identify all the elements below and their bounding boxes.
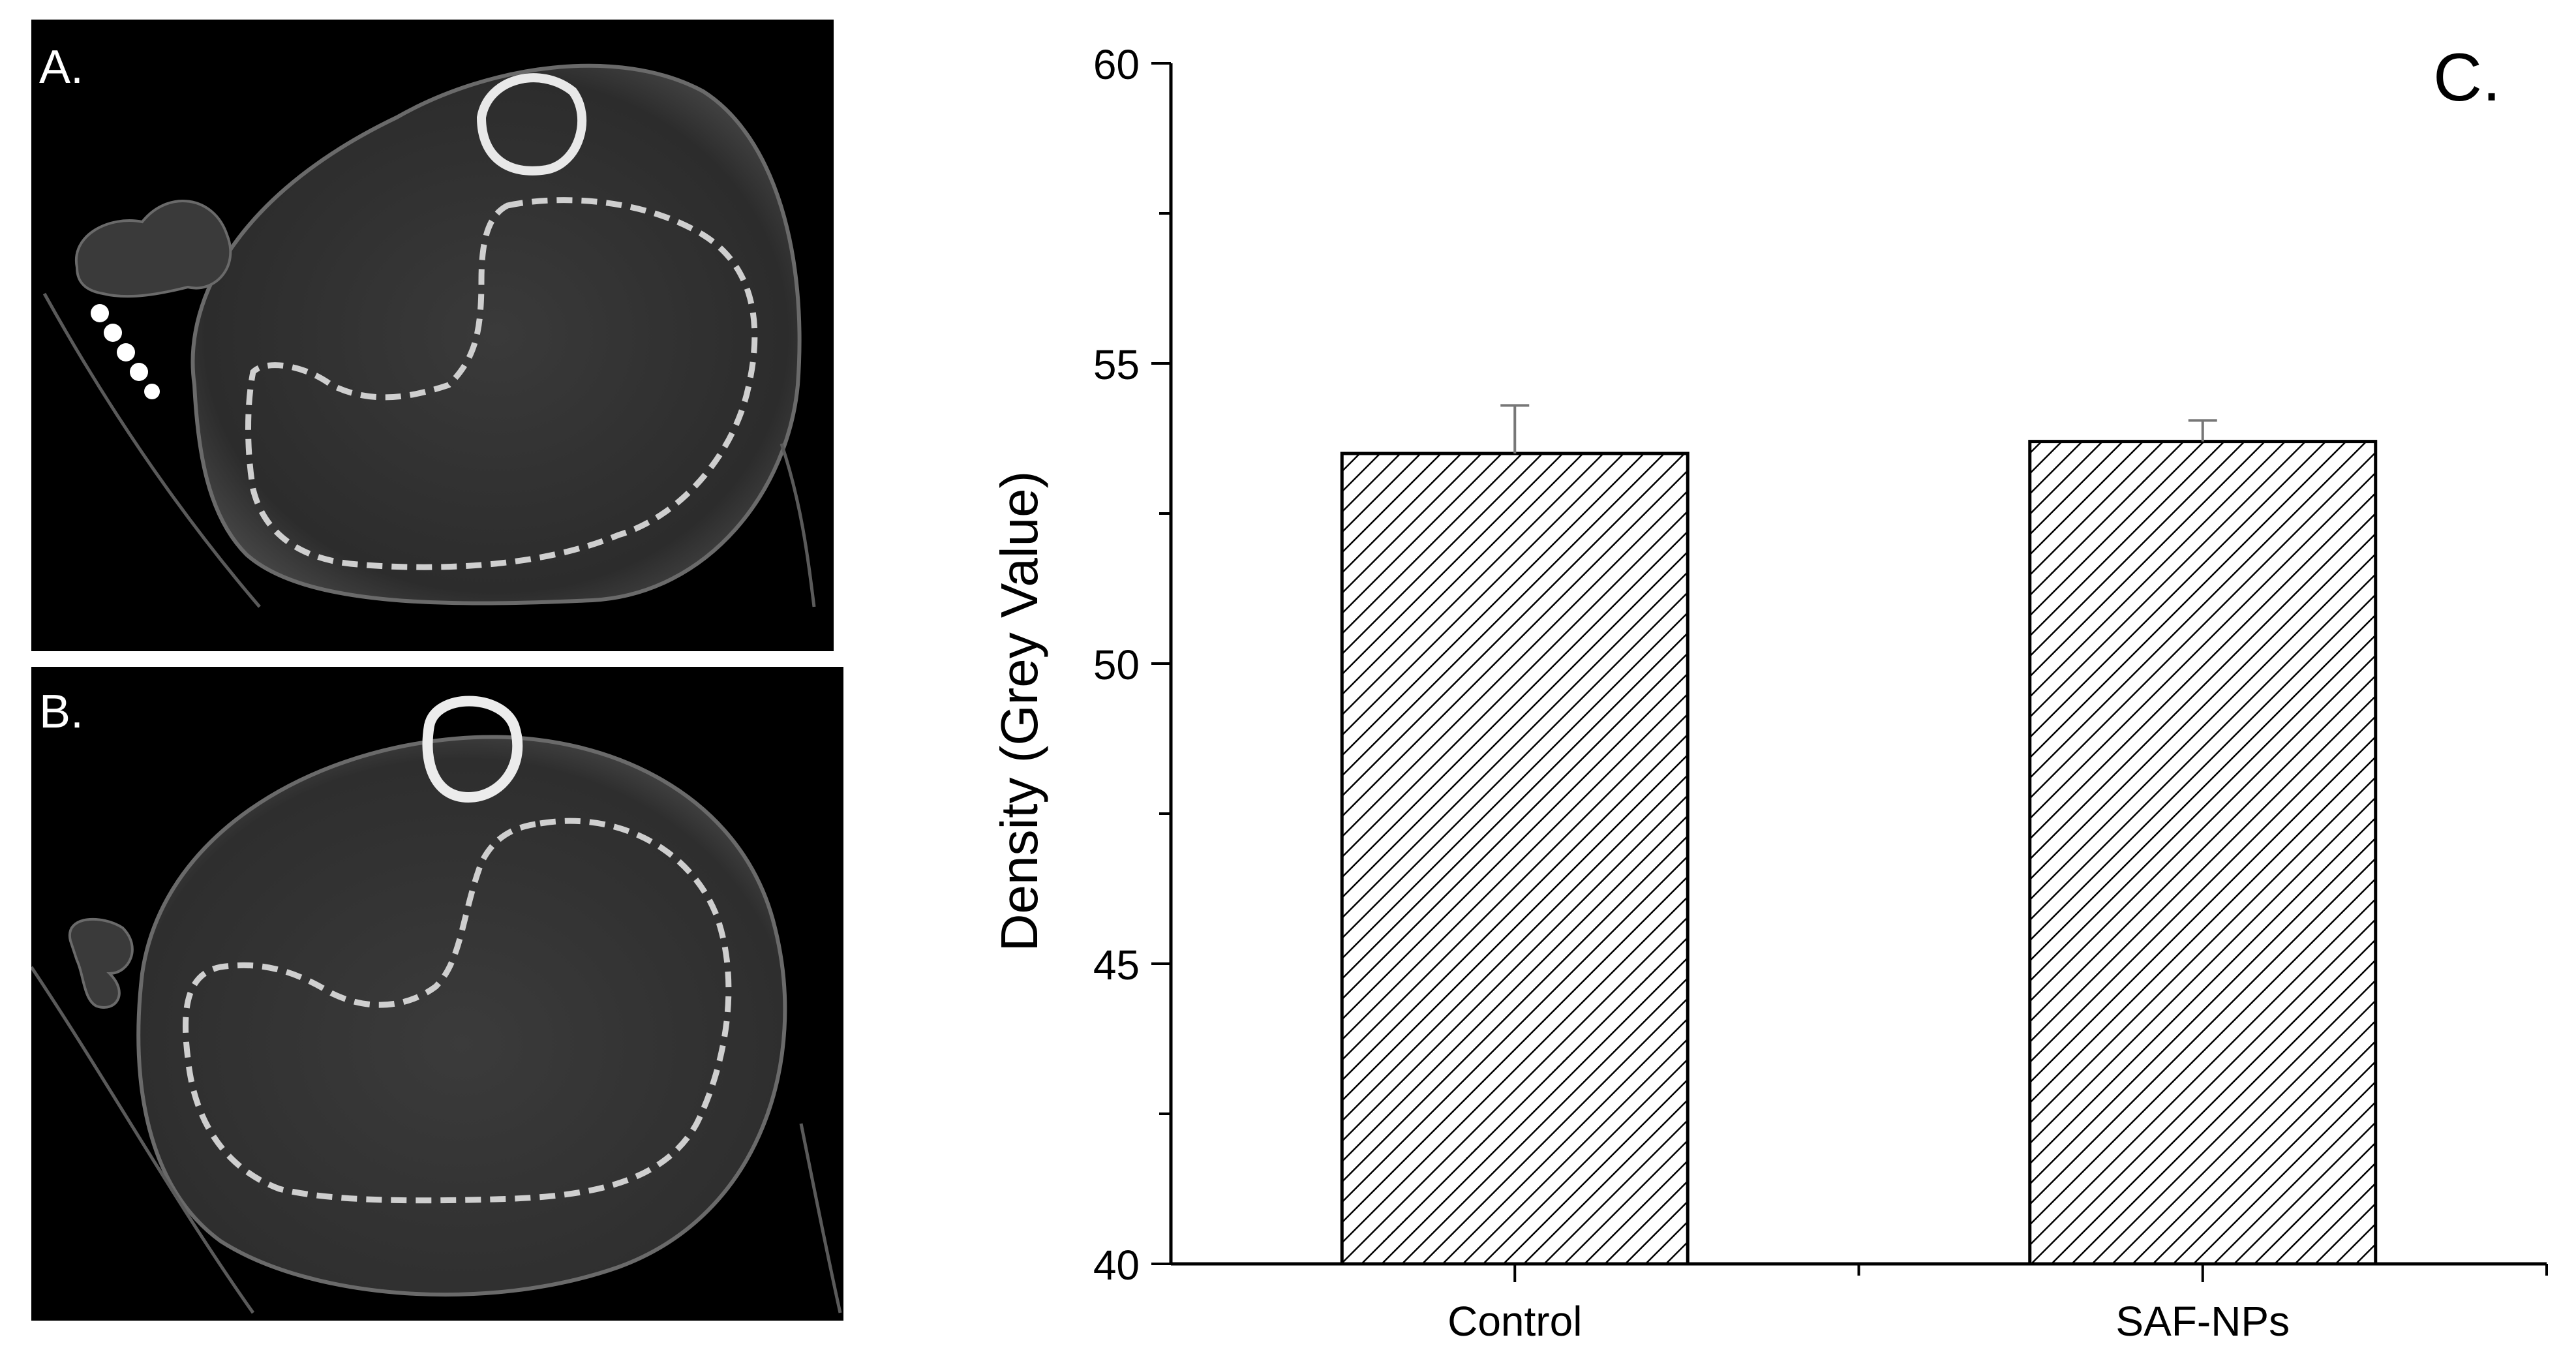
bar-saf-nps <box>2028 440 2378 1266</box>
y-tick-label: 55 <box>1093 341 1140 388</box>
ct-image-panel-a <box>31 20 834 651</box>
vertebra-b <box>422 696 523 803</box>
bar-control <box>1340 452 1690 1266</box>
y-tick-label: 45 <box>1093 942 1140 989</box>
limb-b <box>68 917 134 1009</box>
y-axis-label: Density (Grey Value) <box>990 471 1048 952</box>
body-outline-b <box>136 735 787 1297</box>
ct-scan-b <box>31 696 842 1314</box>
ct-scan-a <box>42 63 816 608</box>
organ-boundary-b <box>183 818 732 1204</box>
organ-boundary-a <box>245 197 758 570</box>
panel-label-a: A. <box>39 41 84 93</box>
bar-chart: 40 45 50 55 60 Control SAF-NPs Density (Grey V… <box>990 41 2548 1345</box>
ct-image-panel-b <box>31 667 843 1321</box>
limb-a <box>74 200 232 298</box>
y-tick-label: 50 <box>1093 641 1140 688</box>
y-tick-label: 60 <box>1093 41 1140 88</box>
chart-bars <box>1340 404 2378 1266</box>
x-tick-label: Control <box>1447 1298 1582 1345</box>
chart-ticks: 40 45 50 55 60 Control SAF-NPs <box>1093 41 2548 1345</box>
panel-label-c: C. <box>2433 40 2501 115</box>
x-tick-label: SAF-NPs <box>2115 1298 2290 1345</box>
y-tick-label: 40 <box>1093 1242 1140 1289</box>
body-outline-a <box>190 63 802 606</box>
vertebra-a <box>476 73 586 176</box>
panel-label-b: B. <box>39 686 84 738</box>
